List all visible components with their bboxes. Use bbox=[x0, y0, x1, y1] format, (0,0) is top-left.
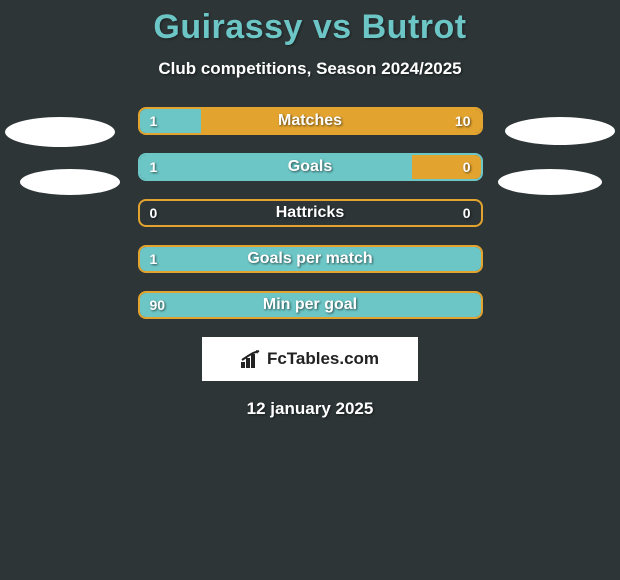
team-badge-left-secondary bbox=[20, 169, 120, 195]
stat-value-left: 1 bbox=[150, 247, 158, 271]
bars-container: 110Matches10Goals00Hattricks1Goals per m… bbox=[138, 107, 483, 319]
stat-row: 1Goals per match bbox=[138, 245, 483, 273]
stat-value-right: 0 bbox=[463, 155, 471, 179]
bar-fill-left bbox=[140, 293, 481, 317]
stat-value-left: 90 bbox=[150, 293, 166, 317]
team-badge-left-primary bbox=[5, 117, 115, 147]
team-badge-right-secondary bbox=[498, 169, 602, 195]
stat-row: 110Matches bbox=[138, 107, 483, 135]
stat-row: 90Min per goal bbox=[138, 291, 483, 319]
logo-inner: FcTables.com bbox=[241, 349, 379, 369]
logo-text: FcTables.com bbox=[267, 349, 379, 369]
page-subtitle: Club competitions, Season 2024/2025 bbox=[0, 59, 620, 79]
bar-fill-left bbox=[140, 247, 481, 271]
date-line: 12 january 2025 bbox=[0, 399, 620, 419]
stat-value-right: 10 bbox=[455, 109, 471, 133]
stat-value-left: 0 bbox=[150, 201, 158, 225]
stat-value-right: 0 bbox=[463, 201, 471, 225]
comparison-chart: 110Matches10Goals00Hattricks1Goals per m… bbox=[0, 107, 620, 319]
bar-fill-right bbox=[201, 109, 481, 133]
chart-icon bbox=[241, 350, 263, 368]
source-logo: FcTables.com bbox=[202, 337, 418, 381]
stat-row: 0 0Hattricks bbox=[138, 199, 483, 227]
stat-label: Hattricks bbox=[140, 201, 481, 225]
team-badge-right-primary bbox=[505, 117, 615, 145]
stat-value-left: 1 bbox=[150, 155, 158, 179]
stat-row: 10Goals bbox=[138, 153, 483, 181]
page-title: Guirassy vs Butrot bbox=[0, 0, 620, 47]
bar-fill-left bbox=[140, 155, 413, 179]
stat-value-left: 1 bbox=[150, 109, 158, 133]
